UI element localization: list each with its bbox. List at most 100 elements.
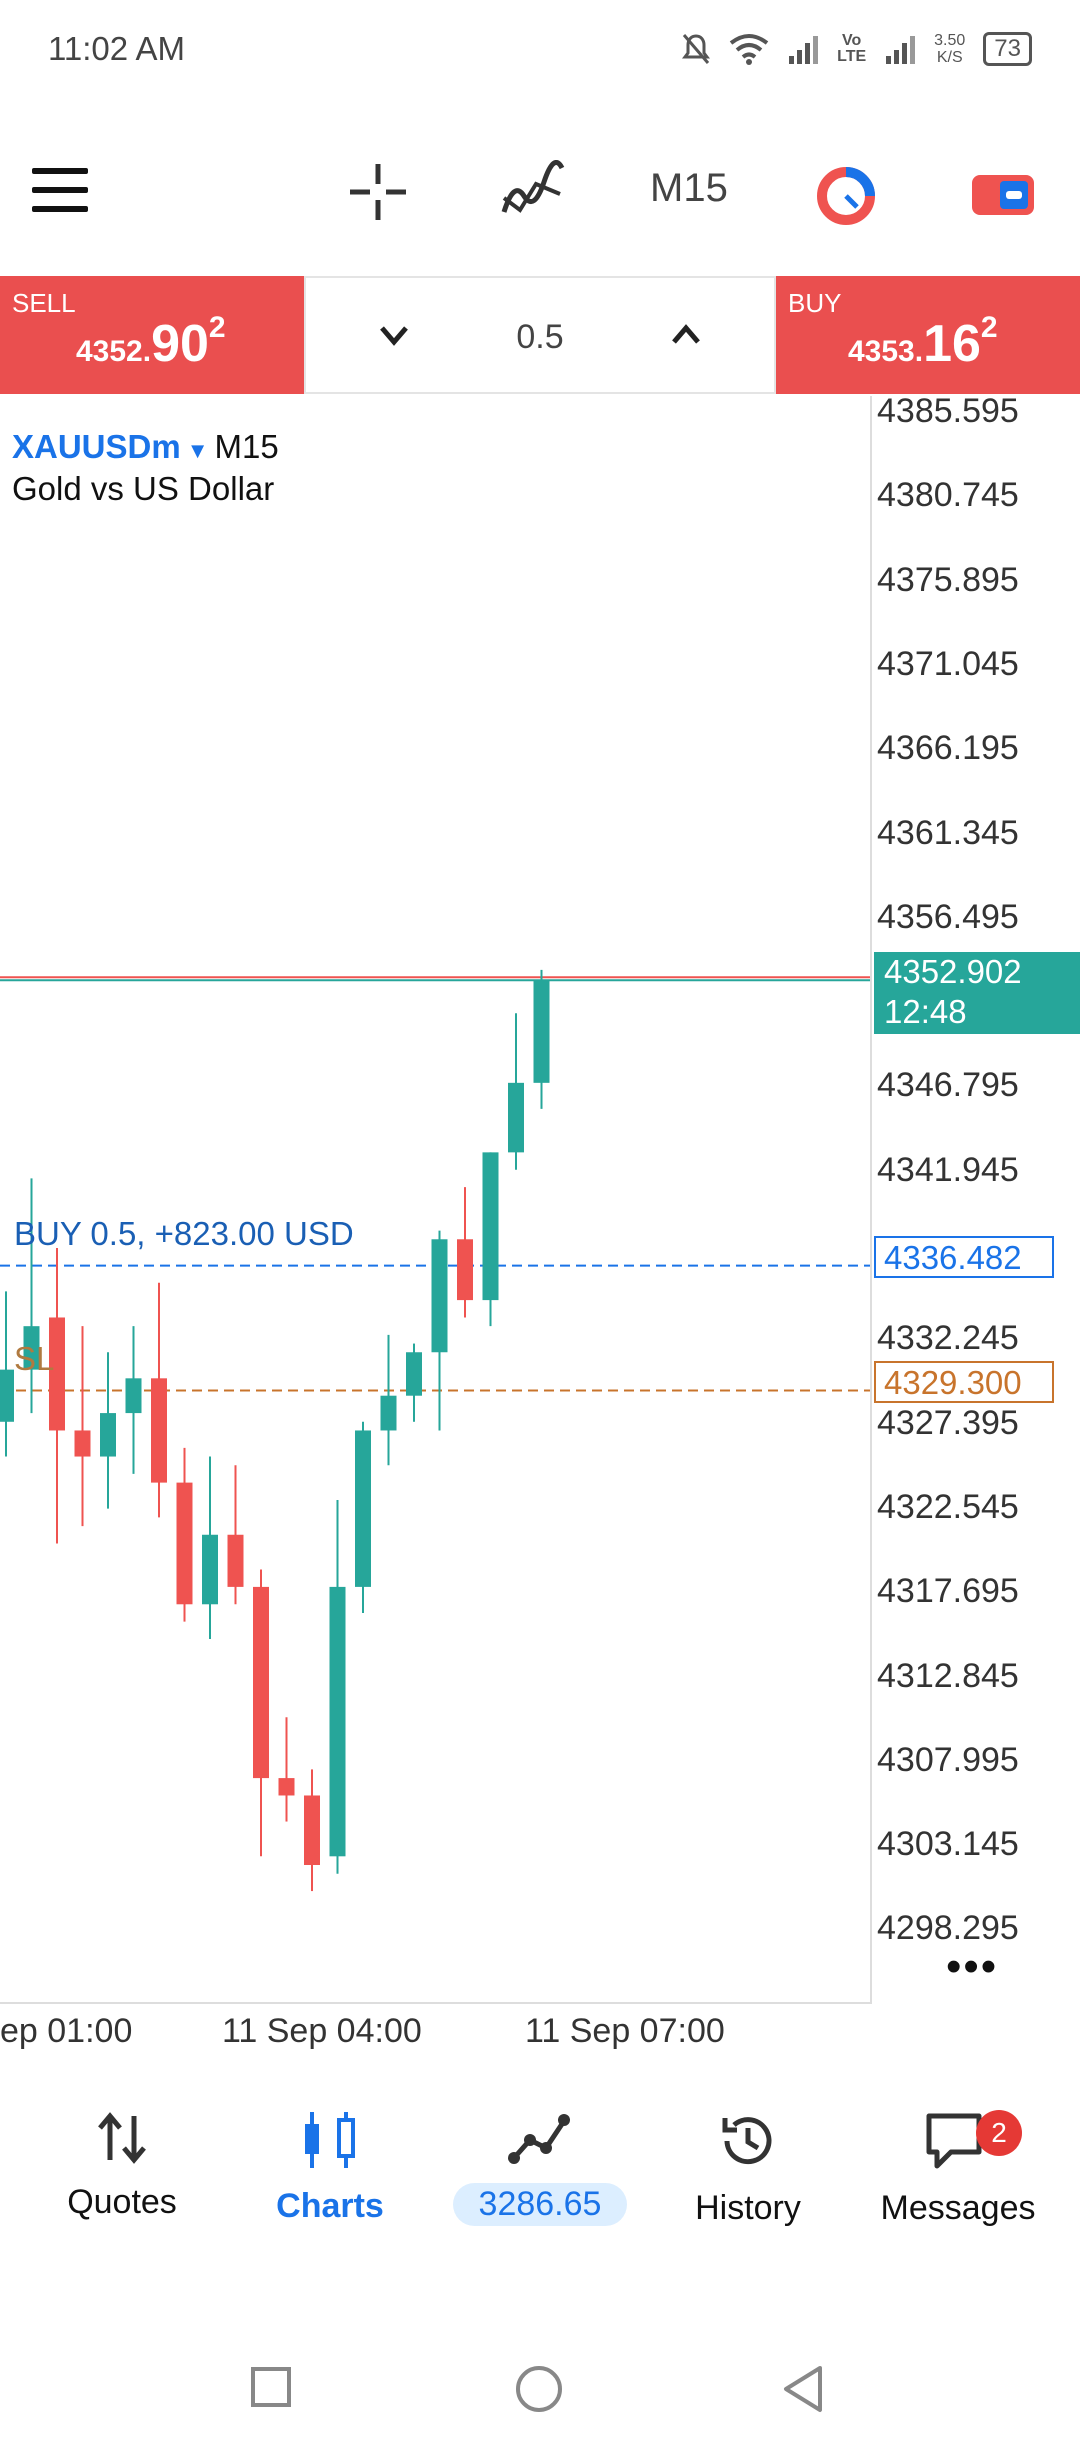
status-icons: Vo LTE 3.50 K/S 73 <box>681 32 1032 66</box>
back-icon[interactable] <box>780 2364 826 2414</box>
price-axis-label: 4298.295 <box>877 1909 1019 1948</box>
history-icon <box>722 2117 772 2165</box>
one-click-trading-icon[interactable] <box>970 165 1036 225</box>
candle-body <box>508 1082 524 1153</box>
chart-bottom-border <box>0 2002 872 2004</box>
price-axis-label: 4385.595 <box>877 392 1019 430</box>
candle-body <box>253 1586 269 1779</box>
nav-quotes-label: Quotes <box>67 2183 177 2221</box>
stop-loss-label[interactable]: SL <box>14 1340 55 1377</box>
price-axis-label: 4361.345 <box>877 813 1019 852</box>
signal-icon-1 <box>789 36 819 64</box>
position-label[interactable]: BUY 0.5, +823.00 USD <box>14 1215 354 1252</box>
sell-price-sup: 2 <box>208 311 226 344</box>
sell-label: SELL <box>12 288 76 318</box>
candle-countdown: 12:48 <box>884 993 967 1030</box>
crosshair-icon[interactable] <box>346 160 410 224</box>
nav-quotes[interactable]: Quotes <box>22 2110 222 2222</box>
candle-body <box>482 1152 499 1301</box>
chart-area[interactable] <box>0 396 872 2002</box>
candle-body <box>176 1482 193 1605</box>
price-axis-label: 4322.545 <box>877 1487 1019 1526</box>
candle-body <box>100 1413 116 1457</box>
nav-trade[interactable]: 3286.65 <box>440 2110 640 2226</box>
signal-icon-2 <box>886 36 916 64</box>
candle-body <box>431 1239 448 1353</box>
symbol-name[interactable]: XAUUSDm <box>12 428 181 465</box>
stop-loss-price-tag: 4329.300 <box>874 1361 1054 1403</box>
price-axis-label: 4312.845 <box>877 1656 1019 1695</box>
nav-history[interactable]: History <box>648 2110 848 2228</box>
time-axis-label-3: 11 Sep 07:00 <box>525 2012 725 2050</box>
wifi-icon <box>729 34 769 65</box>
candle-body <box>49 1317 65 1431</box>
current-price-tag: 4352.902 12:48 <box>874 952 1080 1034</box>
candle-body <box>380 1395 397 1431</box>
buy-price-small: 4353. <box>848 335 924 368</box>
mute-notification-icon <box>682 34 711 64</box>
candle-body <box>151 1378 167 1483</box>
buy-button[interactable]: BUY 4353.162 <box>776 276 1080 394</box>
candle-body <box>533 980 550 1083</box>
nav-trade-balance: 3286.65 <box>452 2183 628 2226</box>
candle-body <box>0 1369 14 1422</box>
candle-body <box>329 1586 346 1857</box>
candlestick-chart[interactable] <box>0 396 870 2002</box>
chevron-up-icon[interactable] <box>668 316 704 356</box>
candle-body <box>278 1778 295 1796</box>
indicators-icon[interactable] <box>500 160 566 224</box>
timeframe-button[interactable]: M15 <box>650 166 728 210</box>
objects-icon[interactable] <box>815 165 877 227</box>
chevron-down-icon[interactable] <box>376 316 412 356</box>
buy-label: BUY <box>788 288 842 318</box>
price-axis-label: 4366.195 <box>877 729 1019 768</box>
nav-history-label: History <box>695 2189 801 2227</box>
volume-panel: 0.5 <box>304 276 776 394</box>
symbol-dropdown-icon[interactable]: ▼ <box>186 438 209 463</box>
chart-symbol[interactable]: XAUUSDm ▼ M15 <box>12 428 279 466</box>
sell-button[interactable]: SELL 4352.902 <box>0 276 304 394</box>
symbol-description: Gold vs US Dollar <box>12 470 275 507</box>
current-price: 4352.902 <box>884 953 1022 990</box>
trade-icon <box>508 2114 570 2164</box>
quotes-icon <box>98 2112 146 2164</box>
candle-body <box>457 1239 473 1301</box>
candle-body <box>304 1795 320 1866</box>
candle-body <box>406 1352 422 1396</box>
sell-price: 4352.902 <box>76 311 226 374</box>
candle-body <box>125 1378 142 1414</box>
symbol-timeframe: M15 <box>214 428 279 465</box>
menu-icon[interactable] <box>32 168 88 212</box>
price-axis-label: 4317.695 <box>877 1572 1019 1611</box>
battery-indicator: 73 <box>983 32 1032 66</box>
nav-messages[interactable]: 2 Messages <box>858 2110 1058 2228</box>
candle-body <box>227 1534 244 1587</box>
position-price-tag: 4336.482 <box>874 1236 1054 1278</box>
buy-price: 4353.162 <box>848 311 998 374</box>
sell-price-big: 90 <box>151 315 209 373</box>
recent-apps-icon[interactable] <box>250 2366 292 2408</box>
nav-charts[interactable]: Charts <box>230 2110 430 2226</box>
price-axis-label: 4380.745 <box>877 476 1019 515</box>
charts-icon <box>305 2112 355 2168</box>
buy-price-sup: 2 <box>980 311 998 344</box>
volte-label: Vo LTE <box>837 32 867 65</box>
price-axis-label: 4332.245 <box>877 1319 1019 1358</box>
more-options-icon[interactable]: ••• <box>946 1942 999 1991</box>
price-axis-label: 4303.145 <box>877 1825 1019 1864</box>
candle-body <box>23 1326 40 1370</box>
candle-body <box>202 1534 218 1605</box>
volume-value[interactable]: 0.5 <box>516 318 564 356</box>
price-axis-label: 4307.995 <box>877 1740 1019 1779</box>
sell-price-small: 4352. <box>76 335 152 368</box>
time-axis-label-1: ep 01:00 <box>0 2012 133 2050</box>
price-axis-label: 4327.395 <box>877 1403 1019 1442</box>
network-speed: 3.50 K/S <box>934 32 966 66</box>
price-axis-label: 4346.795 <box>877 1066 1019 1105</box>
price-axis-label: 4356.495 <box>877 897 1019 936</box>
home-icon[interactable] <box>514 2364 564 2414</box>
nav-charts-label: Charts <box>276 2187 384 2225</box>
messages-badge: 2 <box>976 2110 1022 2156</box>
nav-messages-label: Messages <box>880 2189 1036 2227</box>
candle-body <box>74 1430 91 1457</box>
